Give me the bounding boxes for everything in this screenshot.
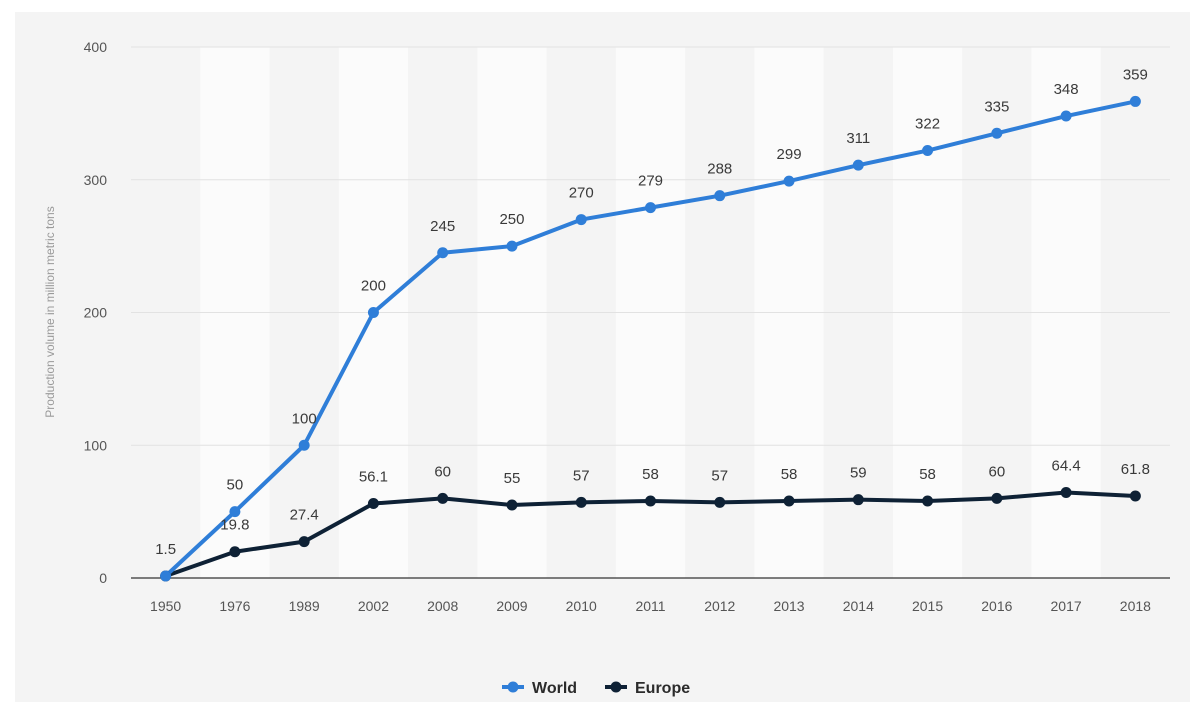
europe-data-label: 59 xyxy=(850,465,867,482)
x-tick-label: 1989 xyxy=(289,598,320,614)
europe-data-label: 58 xyxy=(781,466,798,483)
legend-item-europe[interactable]: Europe xyxy=(605,680,690,697)
world-data-label: 311 xyxy=(846,130,870,147)
world-point-2011[interactable] xyxy=(645,202,656,214)
legend-label-europe: Europe xyxy=(635,680,690,697)
y-tick-label: 300 xyxy=(84,172,108,188)
world-data-label: 322 xyxy=(915,116,940,133)
europe-point-2015[interactable] xyxy=(922,495,934,507)
world-data-label: 200 xyxy=(361,278,386,295)
world-data-label: 279 xyxy=(638,173,663,190)
europe-data-label: 64.4 xyxy=(1051,458,1080,475)
europe-data-label: 60 xyxy=(988,463,1005,480)
y-tick-label: 0 xyxy=(99,570,107,586)
world-data-label: 288 xyxy=(707,161,732,178)
europe-point-2017[interactable] xyxy=(1060,487,1072,499)
x-tick-label: 1976 xyxy=(219,598,250,614)
europe-data-label: 57 xyxy=(573,467,590,484)
x-tick-label: 1950 xyxy=(150,598,181,614)
world-point-2016[interactable] xyxy=(991,127,1003,139)
data-labels: 1.5 50 100 200 245 250 270 279 288 299 311 322 335 34… xyxy=(155,66,1150,558)
world-data-label: 299 xyxy=(777,146,802,163)
europe-point-1976[interactable] xyxy=(229,546,241,558)
world-point-2017[interactable] xyxy=(1060,110,1072,122)
world-data-label: 359 xyxy=(1123,66,1148,83)
x-tick-label: 2012 xyxy=(704,598,735,614)
europe-data-label: 56.1 xyxy=(359,469,388,486)
world-data-label: 245 xyxy=(430,218,455,235)
y-tick-label: 200 xyxy=(84,305,108,321)
line-chart: 0 100 200 300 400 Production volume in milli… xyxy=(43,39,1170,697)
world-point-2013[interactable] xyxy=(783,175,795,187)
europe-data-label: 57 xyxy=(711,467,728,484)
europe-point-2018[interactable] xyxy=(1129,490,1141,502)
europe-point-2002[interactable] xyxy=(367,498,379,510)
world-point-1950[interactable] xyxy=(160,570,172,582)
europe-point-2009[interactable] xyxy=(506,499,518,511)
europe-data-label: 55 xyxy=(504,470,521,487)
europe-point-2012[interactable] xyxy=(714,496,726,508)
legend-label-world: World xyxy=(532,680,577,697)
europe-point-1989[interactable] xyxy=(298,536,310,548)
x-axis-ticks: 1950 1976 1989 2002 2008 2009 2010 2011 2012 2013… xyxy=(150,598,1151,614)
legend-item-world[interactable]: World xyxy=(502,680,577,697)
x-tick-label: 2018 xyxy=(1120,598,1151,614)
europe-point-2008[interactable] xyxy=(437,492,449,504)
europe-point-2016[interactable] xyxy=(991,492,1003,504)
world-data-label: 270 xyxy=(569,185,594,202)
y-axis-title: Production volume in million metric tons xyxy=(43,206,57,417)
europe-data-label: 27.4 xyxy=(290,507,319,524)
x-tick-label: 2017 xyxy=(1051,598,1082,614)
world-point-2015[interactable] xyxy=(922,145,934,157)
x-tick-label: 2010 xyxy=(566,598,597,614)
y-tick-label: 100 xyxy=(84,437,108,453)
legend: World Europe xyxy=(502,680,690,697)
legend-marker-europe xyxy=(610,681,622,693)
europe-data-label: 58 xyxy=(919,466,936,483)
europe-point-2013[interactable] xyxy=(783,495,795,507)
x-tick-label: 2009 xyxy=(496,598,527,614)
europe-data-label: 58 xyxy=(642,466,659,483)
world-data-label: 50 xyxy=(227,477,244,494)
x-tick-label: 2008 xyxy=(427,598,458,614)
series-points xyxy=(160,95,1141,582)
europe-data-label: 19.8 xyxy=(220,517,249,534)
x-tick-label: 2013 xyxy=(773,598,804,614)
y-tick-label: 400 xyxy=(84,39,108,55)
world-point-2008[interactable] xyxy=(437,247,449,259)
world-data-label: 348 xyxy=(1054,81,1079,98)
world-point-2002[interactable] xyxy=(367,307,379,318)
world-data-label: 335 xyxy=(984,98,1009,115)
x-tick-label: 2016 xyxy=(981,598,1012,614)
world-data-label: 100 xyxy=(292,410,317,427)
x-tick-label: 2011 xyxy=(635,598,665,614)
europe-point-2010[interactable] xyxy=(575,496,587,508)
world-point-2018[interactable] xyxy=(1129,95,1141,107)
world-data-label: 1.5 xyxy=(155,541,176,558)
world-point-1989[interactable] xyxy=(298,439,310,451)
europe-point-2014[interactable] xyxy=(852,494,864,506)
europe-point-2011[interactable] xyxy=(645,495,656,507)
x-tick-label: 2014 xyxy=(843,598,874,614)
world-point-2010[interactable] xyxy=(575,214,587,226)
legend-marker-world xyxy=(507,681,519,693)
x-tick-label: 2002 xyxy=(358,598,389,614)
x-tick-label: 2015 xyxy=(912,598,943,614)
chart-container: 0 100 200 300 400 Production volume in milli… xyxy=(15,12,1190,702)
europe-data-label: 60 xyxy=(434,463,451,480)
world-data-label: 250 xyxy=(499,211,524,228)
world-point-2009[interactable] xyxy=(506,240,518,252)
world-point-2012[interactable] xyxy=(714,190,726,202)
world-point-2014[interactable] xyxy=(852,159,864,171)
y-axis-ticks: 0 100 200 300 400 xyxy=(84,39,108,586)
world-point-1976[interactable] xyxy=(229,506,241,518)
europe-data-label: 61.8 xyxy=(1121,461,1150,478)
